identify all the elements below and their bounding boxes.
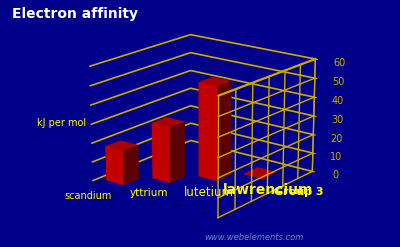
Text: www.webelements.com: www.webelements.com	[205, 233, 304, 242]
Text: Electron affinity: Electron affinity	[12, 7, 138, 21]
